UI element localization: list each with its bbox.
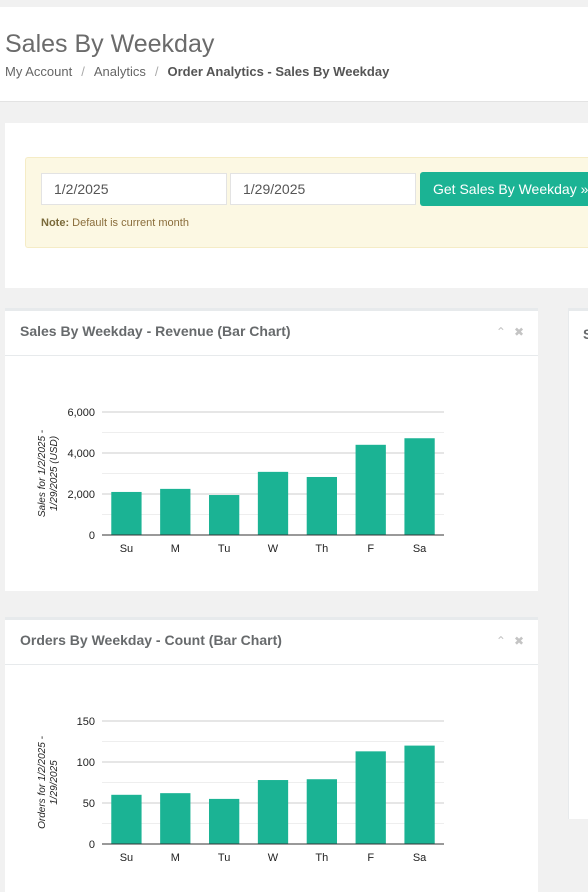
- bar-su: [111, 794, 142, 844]
- x-tick-label: Sa: [413, 543, 427, 555]
- x-tick-label: W: [268, 543, 279, 555]
- chevron-up-icon[interactable]: ⌃: [495, 325, 506, 339]
- bar-w: [257, 471, 289, 535]
- breadcrumb-separator: /: [154, 64, 159, 79]
- x-tick-label: Th: [315, 852, 328, 864]
- x-tick-label: Th: [315, 543, 328, 555]
- x-tick-label: M: [171, 852, 180, 864]
- panel-tools: ⌃ ✖: [488, 325, 524, 339]
- y-axis-label: Orders for 1/2/2025 -1/29/2025: [37, 735, 60, 828]
- y-tick-label: 4,000: [67, 448, 95, 460]
- count-chart-panel: Orders By Weekday - Count (Bar Chart) ⌃ ✖…: [5, 617, 538, 892]
- y-tick-label: 100: [77, 757, 95, 769]
- breadcrumb-current: Order Analytics - Sales By Weekday: [167, 64, 390, 79]
- bar-tu: [208, 798, 240, 844]
- y-tick-label: 6,000: [67, 407, 95, 419]
- page-header: Sales By Weekday My Account / Analytics / Or…: [0, 7, 588, 102]
- bar-m: [160, 793, 191, 844]
- x-tick-label: Sa: [413, 852, 427, 864]
- x-tick-label: Su: [120, 543, 133, 555]
- revenue-chart-panel: Sales By Weekday - Revenue (Bar Chart) ⌃…: [5, 308, 538, 591]
- close-icon[interactable]: ✖: [513, 634, 524, 648]
- bar-f: [355, 444, 386, 535]
- start-date-input[interactable]: [41, 173, 227, 205]
- panel-tools: ⌃ ✖: [488, 634, 524, 648]
- breadcrumb-analytics[interactable]: Analytics: [93, 64, 146, 79]
- y-axis-label-line: Sales for 1/2/2025 -: [37, 429, 48, 517]
- y-axis-label-line: 1/29/2025 (USD): [49, 436, 60, 511]
- y-axis-label: Sales for 1/2/2025 -1/29/2025 (USD): [37, 429, 60, 517]
- close-icon[interactable]: ✖: [513, 325, 524, 339]
- bar-th: [306, 779, 338, 844]
- chevron-up-icon[interactable]: ⌃: [495, 634, 506, 648]
- bar-m: [160, 488, 191, 535]
- y-tick-label: 0: [89, 839, 95, 851]
- y-tick-label: 150: [77, 716, 95, 728]
- bar-sa: [404, 438, 435, 535]
- y-tick-label: 0: [89, 530, 95, 542]
- breadcrumb-my-account[interactable]: My Account: [5, 64, 73, 79]
- count-bar-chart: 0 50 100 150 Orders for 1/2/2025 -1/29/2025 S…: [37, 716, 444, 864]
- revenue-panel-header: Sales By Weekday - Revenue (Bar Chart) ⌃…: [5, 311, 538, 356]
- page-title: Sales By Weekday: [5, 30, 215, 58]
- note-text: Default is current month: [72, 217, 189, 229]
- bar-th: [306, 476, 338, 535]
- bar-f: [355, 751, 386, 844]
- get-sales-button[interactable]: Get Sales By Weekday »: [420, 172, 588, 206]
- note-label: Note:: [41, 217, 70, 229]
- x-tick-label: W: [268, 852, 279, 864]
- revenue-panel-title: Sales By Weekday - Revenue (Bar Chart): [20, 323, 291, 339]
- x-tick-label: Su: [120, 852, 133, 864]
- right-chart-panel: S: [568, 308, 588, 819]
- y-axis-label-line: 1/29/2025: [49, 760, 60, 805]
- end-date-input[interactable]: [230, 173, 416, 205]
- count-panel-header: Orders By Weekday - Count (Bar Chart) ⌃ ✖: [5, 620, 538, 665]
- breadcrumb: My Account / Analytics / Order Analytics - S…: [5, 64, 389, 79]
- x-tick-label: Tu: [218, 852, 230, 864]
- bar-su: [111, 491, 142, 535]
- bar-tu: [208, 495, 240, 535]
- x-tick-label: F: [367, 852, 374, 864]
- count-panel-title: Orders By Weekday - Count (Bar Chart): [20, 632, 282, 648]
- breadcrumb-separator: /: [81, 64, 85, 79]
- x-tick-label: M: [171, 543, 180, 555]
- x-tick-label: Tu: [218, 543, 230, 555]
- y-tick-label: 50: [83, 798, 95, 810]
- right-panel-title: S: [583, 326, 588, 342]
- bar-sa: [404, 745, 435, 844]
- x-tick-label: F: [367, 543, 374, 555]
- default-note: Note: Default is current month: [41, 217, 189, 229]
- y-axis-label-line: Orders for 1/2/2025 -: [37, 735, 48, 828]
- y-tick-label: 2,000: [67, 489, 95, 501]
- bar-w: [257, 780, 289, 844]
- date-filter-box: Get Sales By Weekday » Note: Default is …: [25, 157, 588, 248]
- revenue-bar-chart: 0 2,000 4,000 6,000 Sales for 1/2/2025 -1/29…: [37, 407, 444, 555]
- filter-panel: Get Sales By Weekday » Note: Default is …: [5, 123, 588, 288]
